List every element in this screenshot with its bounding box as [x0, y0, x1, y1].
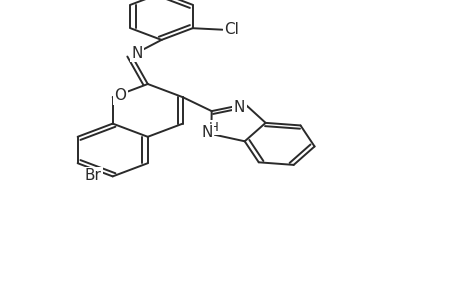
- Text: H: H: [208, 121, 218, 134]
- Text: O: O: [114, 88, 126, 103]
- Text: N: N: [234, 100, 245, 115]
- Text: Cl: Cl: [224, 22, 239, 37]
- Text: Br: Br: [85, 168, 101, 183]
- Text: N: N: [131, 46, 143, 61]
- Text: N: N: [201, 125, 212, 140]
